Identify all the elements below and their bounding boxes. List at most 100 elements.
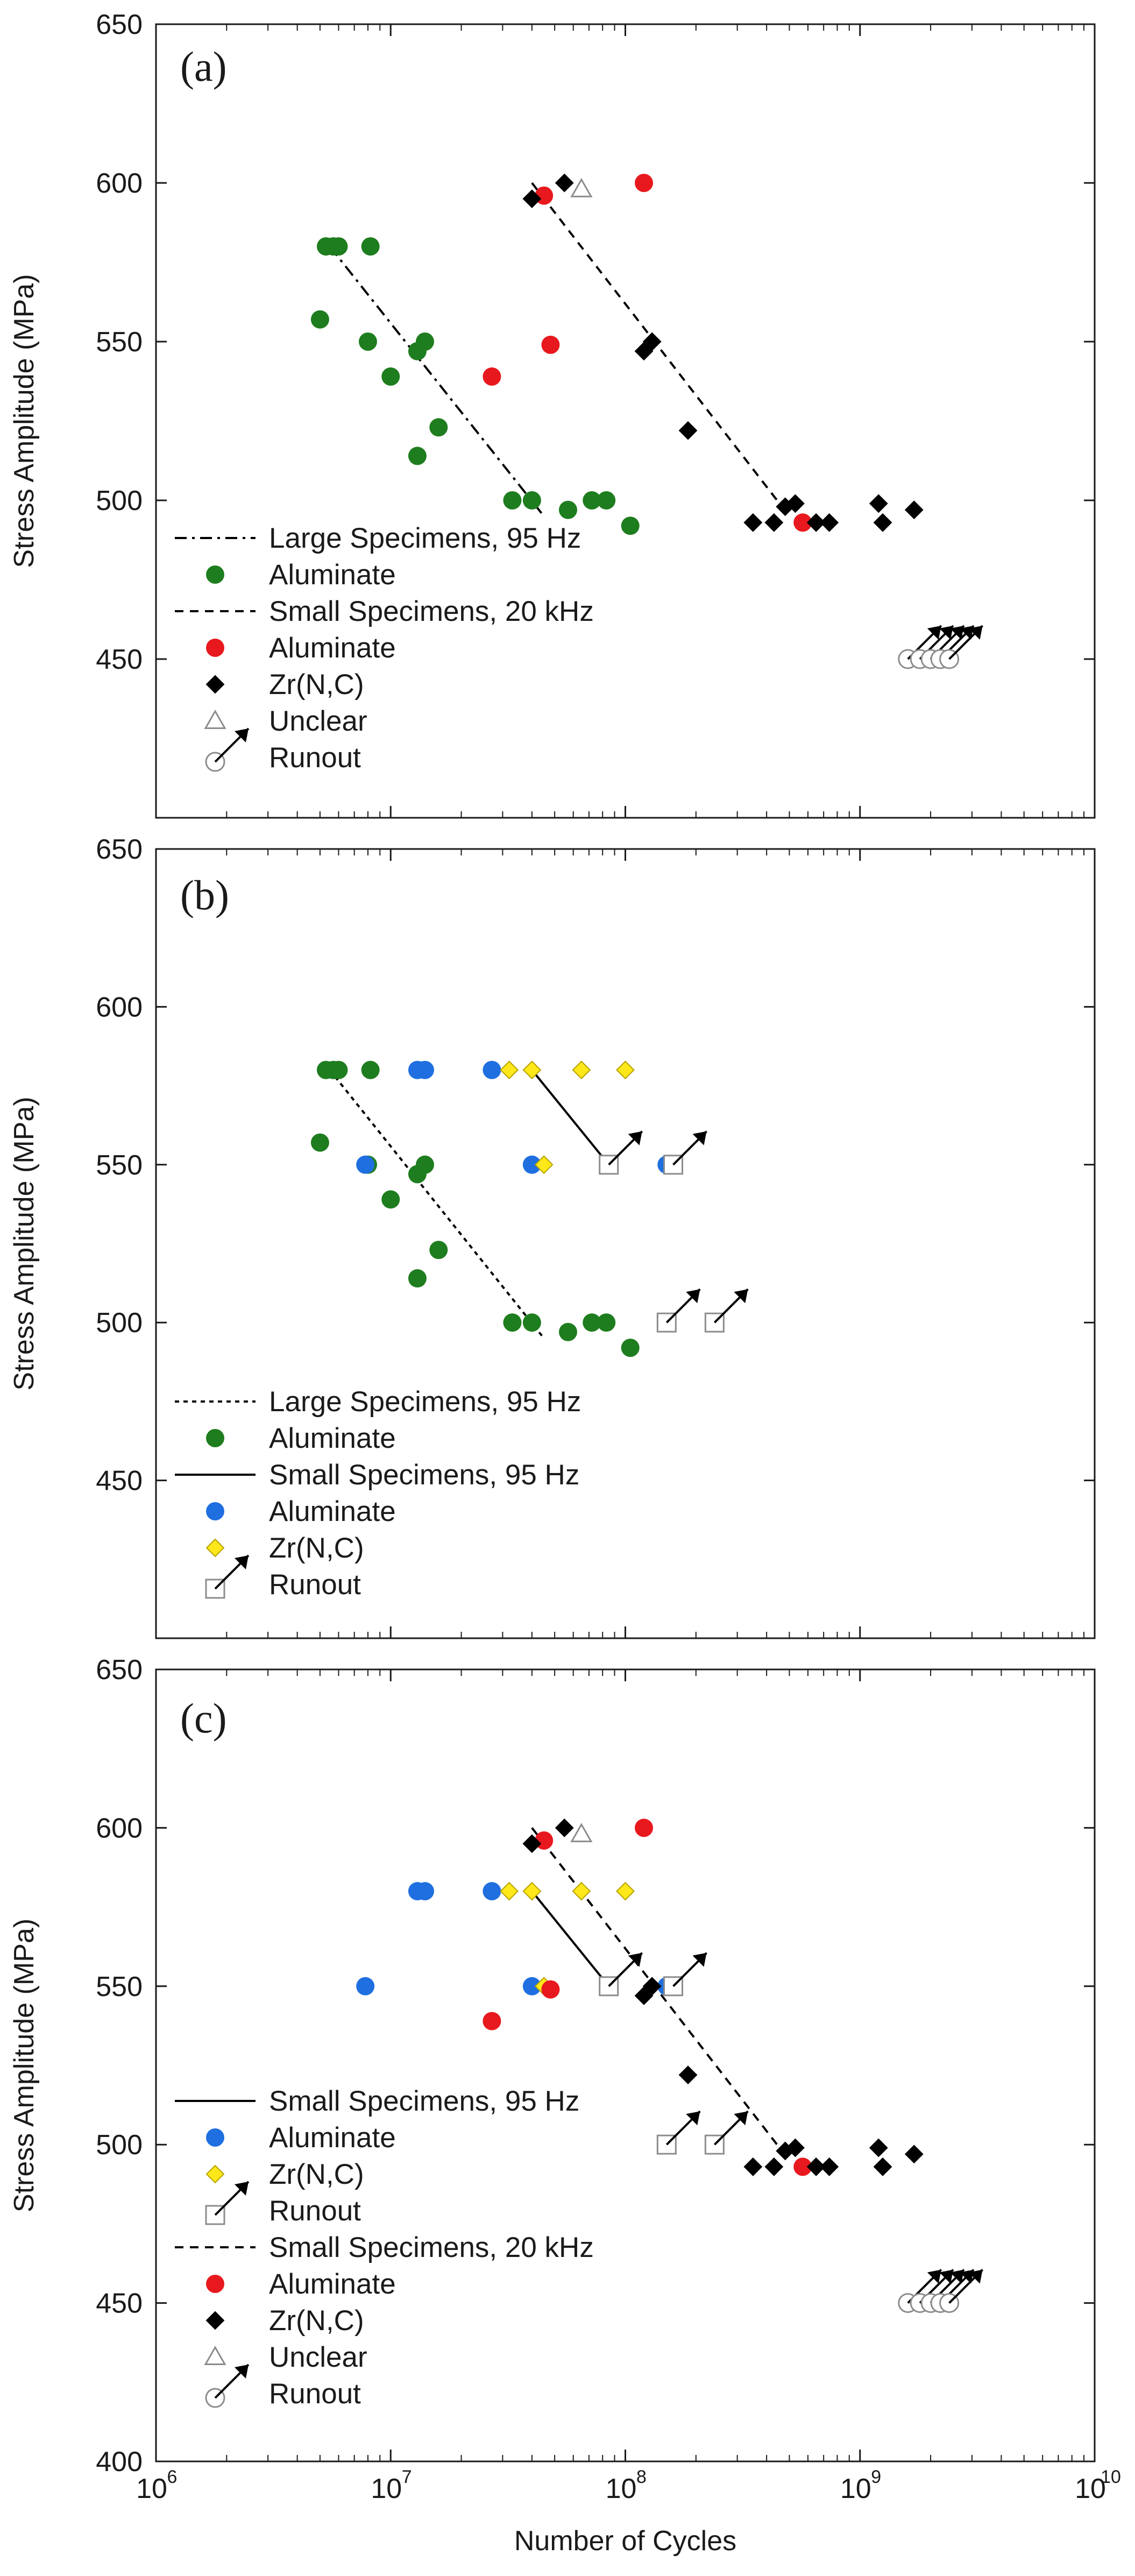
data-point [743, 513, 763, 532]
legend-label: Large Specimens, 95 Hz [269, 1386, 581, 1418]
data-series [310, 237, 640, 535]
legend-symbol [206, 565, 224, 584]
runout-arrow-head [927, 626, 941, 640]
legend-symbol [205, 2311, 225, 2330]
legend-label: Small Specimens, 20 kHz [269, 596, 594, 627]
y-tick-label: 550 [96, 327, 143, 358]
legend-symbol [205, 2181, 250, 2225]
y-tick-label: 600 [96, 992, 143, 1023]
fit-line [531, 1827, 791, 2161]
data-point [361, 1060, 380, 1079]
legend-label: Zr(N,C) [269, 669, 364, 700]
data-point [806, 2157, 826, 2176]
data-point [869, 494, 888, 513]
data-point [904, 2145, 924, 2164]
data-point [764, 513, 784, 532]
data-point [663, 1952, 707, 1997]
data-point [572, 1881, 591, 1901]
data-point [820, 513, 839, 532]
data-point [597, 491, 616, 509]
data-point [939, 625, 984, 669]
data-point [534, 1155, 554, 1174]
data-point [408, 1165, 427, 1184]
y-tick-label: 650 [96, 1654, 143, 1686]
data-series [522, 173, 924, 532]
runout-square-symbol [656, 1312, 677, 1333]
runout-arrow-head [235, 2182, 249, 2196]
y-tick-label: 550 [96, 1150, 143, 1181]
data-series [599, 1952, 749, 2155]
data-point [500, 1881, 519, 1901]
data-series [898, 2269, 984, 2313]
runout-arrow-head [235, 1555, 249, 1569]
legend-label: Aluminate [269, 1496, 396, 1527]
legend-symbol [205, 675, 225, 694]
x-tick-exponent: 6 [167, 2467, 178, 2487]
legend-label: Unclear [269, 2341, 367, 2373]
data-point [704, 1288, 749, 1333]
data-point [656, 2110, 701, 2155]
y-tick-label: 500 [96, 485, 143, 516]
data-point [381, 367, 400, 386]
data-point [522, 189, 542, 208]
legend-label: Aluminate [269, 2122, 396, 2154]
data-point [555, 173, 574, 193]
data-point [786, 2138, 805, 2157]
data-series [310, 1060, 640, 1357]
runout-arrow-head [734, 2111, 748, 2126]
data-point [786, 494, 805, 513]
x-tick-base: 10 [371, 2473, 402, 2504]
data-series [483, 1818, 812, 2176]
y-axis-title: Stress Amplitude (MPa) [9, 1919, 40, 2212]
legend-symbol [206, 639, 224, 657]
legend-label: Runout [269, 1569, 361, 1601]
x-tick-exponent: 9 [871, 2467, 881, 2487]
data-point [541, 1980, 560, 1999]
runout-arrow-head [692, 1131, 707, 1145]
data-point [329, 237, 348, 256]
data-point [522, 1977, 541, 1995]
x-tick-base: 10 [1075, 2473, 1106, 2504]
legend-label: Unclear [269, 705, 367, 737]
legend-label: Aluminate [269, 559, 396, 591]
data-point [764, 2157, 784, 2176]
data-point [408, 447, 427, 465]
panel-label: (b) [180, 872, 229, 918]
y-axis-title: Stress Amplitude (MPa) [9, 1096, 40, 1390]
data-point [642, 1977, 662, 1996]
runout-arrow-head [628, 1952, 642, 1967]
legend-symbol [206, 1429, 224, 1447]
data-point [522, 1881, 542, 1901]
runout-arrow-head [950, 626, 964, 640]
chart-panel-c: 400 450 500 550 600 650 Stress Amplitude (MPa)… [9, 1654, 1096, 2478]
data-point [616, 1060, 635, 1080]
runout-arrow-head [939, 2269, 954, 2284]
runout-arrow-head [968, 626, 983, 640]
y-tick-label: 600 [96, 1813, 143, 1844]
data-point [483, 1882, 501, 1901]
data-point [329, 1060, 348, 1079]
data-point [904, 500, 924, 520]
data-point [793, 513, 812, 532]
data-point [381, 1190, 400, 1209]
runout-arrow-head [235, 728, 249, 742]
panel-label: (c) [180, 1695, 227, 1742]
x-tick-exponent: 8 [636, 2467, 647, 2487]
y-tick-label: 450 [96, 644, 143, 675]
runout-arrow-head [235, 2365, 249, 2379]
chart-panel-a: 450 500 550 600 650 Stress Amplitude (MPa) (a)… [9, 9, 1096, 819]
legend-label: Zr(N,C) [269, 1532, 364, 1564]
fit-line [329, 1069, 545, 1339]
data-point [522, 491, 541, 509]
legend-label: Zr(N,C) [269, 2305, 364, 2337]
data-series [356, 1060, 676, 1174]
data-point [820, 2157, 839, 2176]
y-tick-label: 650 [96, 834, 143, 865]
y-tick-label: 550 [96, 1971, 143, 2002]
data-series [898, 625, 984, 669]
legend-label: Small Specimens, 20 kHz [269, 2232, 594, 2263]
x-tick-label: 10 9 [840, 2467, 881, 2504]
x-tick-exponent: 7 [402, 2467, 412, 2487]
data-point [642, 332, 662, 351]
